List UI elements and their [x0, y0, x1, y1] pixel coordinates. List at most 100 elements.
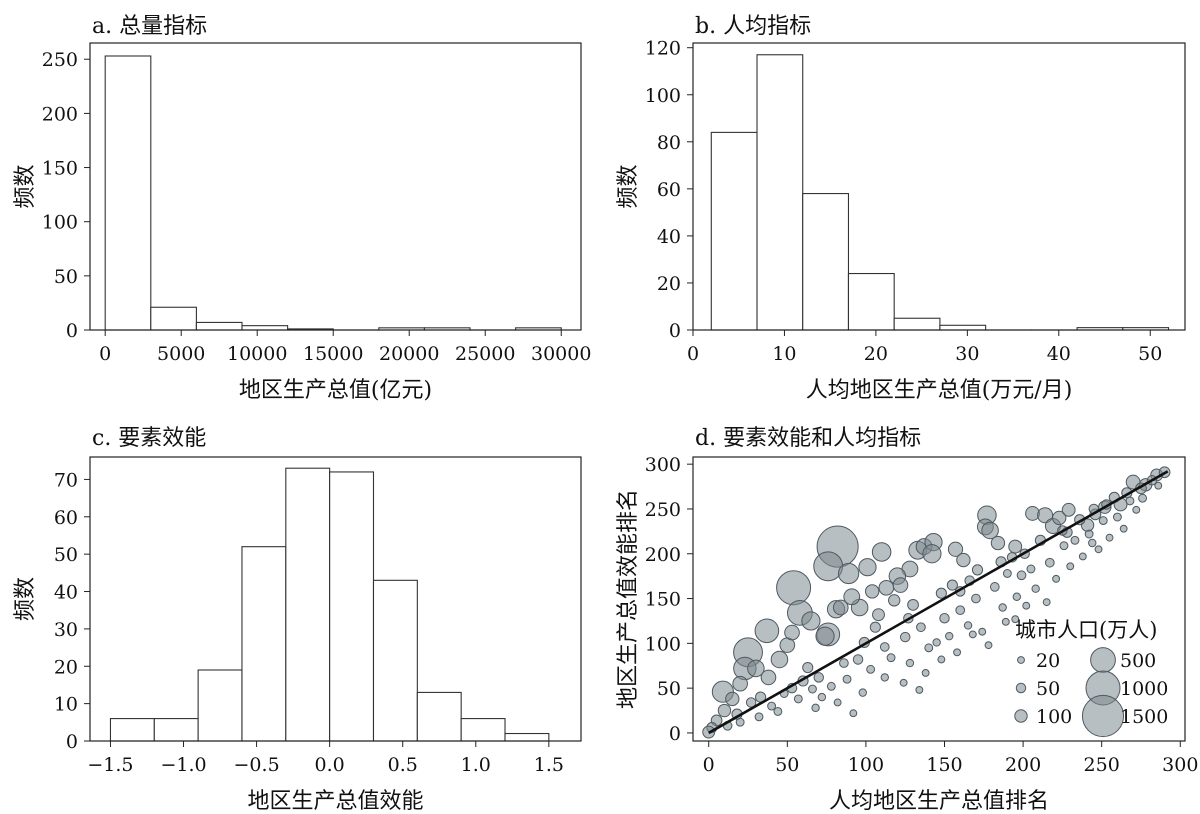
scatter-point — [924, 643, 934, 653]
y-tick-label: 100 — [645, 633, 681, 655]
scatter-point — [946, 579, 958, 591]
histogram-bar — [197, 669, 243, 742]
scatter-point — [1061, 502, 1076, 517]
scatter-point — [1052, 574, 1061, 583]
scatter-point — [981, 521, 999, 540]
scatter-point — [1011, 615, 1020, 624]
y-tick-label: 20 — [657, 273, 681, 295]
scatter-point — [990, 535, 1006, 551]
scatter-point — [989, 582, 1000, 592]
y-tick-label: 100 — [42, 212, 78, 234]
legend-swatch — [1014, 709, 1028, 723]
histogram-bar — [460, 718, 506, 742]
histogram-bar — [241, 325, 289, 331]
scatter-point — [1052, 510, 1067, 526]
scatter-point — [858, 558, 877, 577]
fit-line — [708, 470, 1169, 735]
scatter-point — [932, 638, 941, 647]
scatter-point — [978, 627, 987, 636]
scatter-point — [886, 653, 896, 663]
legend-swatch — [1081, 694, 1125, 738]
scatter-point — [865, 584, 880, 599]
scatter-point — [1138, 493, 1147, 503]
scatter-point — [1154, 481, 1163, 490]
scatter-point — [971, 564, 984, 576]
x-tick-label: 300 — [1162, 754, 1198, 776]
y-tick-label: 60 — [657, 179, 681, 201]
scatter-point — [747, 659, 765, 678]
y-tick-label: 100 — [645, 85, 681, 107]
y-tick-label: 40 — [54, 582, 78, 604]
scatter-point — [843, 588, 861, 606]
panel-d-title: d. 要素效能和人均指标 — [695, 426, 921, 451]
histogram-bar — [372, 579, 418, 742]
scatter-point — [754, 712, 764, 722]
scatter-point — [849, 709, 858, 718]
y-tick-label: 30 — [54, 619, 78, 641]
scatter-point — [1088, 538, 1097, 548]
scatter-point — [773, 706, 783, 716]
histogram-bar — [756, 54, 804, 331]
y-tick-label: 70 — [54, 469, 78, 491]
scatter-point — [1031, 584, 1040, 593]
scatter-point — [953, 648, 962, 657]
scatter-point — [1001, 617, 1010, 626]
scatter-point — [811, 703, 820, 713]
scatter-point — [817, 692, 827, 702]
scatter-point — [905, 658, 915, 668]
histogram-bar — [195, 321, 243, 331]
histogram-bar — [939, 324, 987, 331]
scatter-point — [915, 685, 924, 694]
scatter-point — [732, 675, 748, 692]
plot-frame — [89, 456, 582, 742]
scatter-point — [1119, 524, 1128, 533]
y-axis-label: 频数 — [13, 164, 38, 208]
scatter-point — [1132, 505, 1141, 514]
x-tick-label: 0.0 — [315, 754, 345, 776]
scatter-point — [921, 668, 930, 677]
scatter-point — [871, 542, 892, 562]
plot-frame — [692, 42, 1186, 331]
histogram-bar — [109, 718, 155, 742]
histogram-bar — [329, 471, 375, 742]
legend-label: 100 — [1036, 706, 1072, 728]
scatter-point — [899, 678, 908, 687]
scatter-point — [1026, 564, 1036, 574]
x-axis-label: 地区生产总值效能 — [247, 789, 423, 814]
y-tick-label: 50 — [54, 266, 78, 288]
x-tick-label: −0.5 — [234, 754, 280, 776]
x-tick-label: −1.0 — [160, 754, 206, 776]
scatter-point — [899, 631, 911, 643]
scatter-point — [767, 701, 777, 711]
scatter-point — [826, 681, 836, 691]
panel-a-histogram: 0 5000 10000 15000 20000 25000 30000 0 50 100 150 2… — [13, 42, 591, 403]
scatter-point — [984, 641, 993, 650]
scatter-point — [916, 622, 926, 633]
y-axis-label: 地区生产总值效能排名 — [616, 489, 641, 709]
legend-swatch — [1015, 682, 1027, 694]
scatter-point — [1012, 592, 1022, 601]
legend-swatch — [1090, 647, 1116, 673]
x-tick-label: 0 — [687, 343, 699, 365]
x-tick-label: 250 — [1084, 754, 1120, 776]
scatter-point — [839, 658, 849, 668]
y-tick-label: 0 — [669, 320, 681, 342]
x-tick-label: 1.5 — [534, 754, 564, 776]
legend-label: 500 — [1120, 650, 1156, 672]
x-tick-label: 30000 — [531, 343, 591, 365]
x-tick-label: 40 — [1047, 343, 1071, 365]
scatter-point — [869, 621, 881, 633]
y-tick-label: 250 — [645, 499, 681, 521]
scatter-point — [945, 631, 954, 641]
scatter-point — [852, 654, 864, 665]
panel-b-histogram: 0 10 20 30 40 50 0 20 40 60 80 100 120 人均地区生产总值(万元/月)… — [616, 38, 1186, 403]
scatter-point — [939, 613, 950, 624]
y-tick-label: 20 — [54, 656, 78, 678]
scatter-point — [793, 694, 803, 704]
x-tick-label: 10000 — [227, 343, 287, 365]
scatter-point — [1094, 545, 1103, 554]
x-axis-label: 地区生产总值(亿元) — [239, 378, 432, 403]
plot-frame — [89, 42, 582, 331]
scatter-point — [998, 603, 1007, 612]
